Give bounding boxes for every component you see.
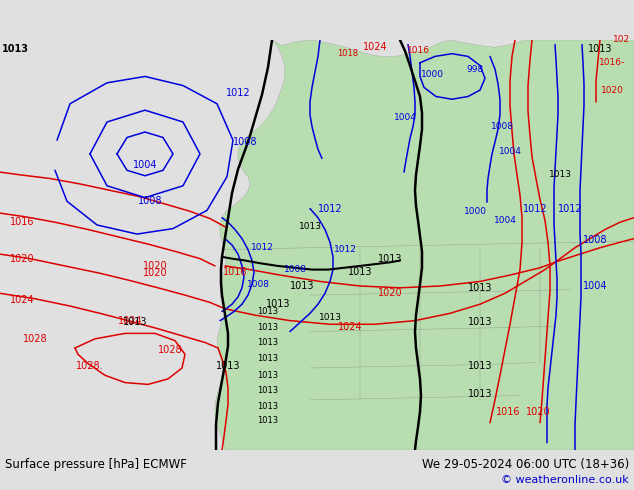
Text: 1004: 1004	[583, 281, 607, 291]
Text: 1004: 1004	[394, 113, 417, 122]
Text: 1020: 1020	[526, 407, 550, 416]
Text: 1013: 1013	[588, 44, 612, 54]
Text: 1013: 1013	[1, 44, 29, 54]
Text: 1028: 1028	[23, 334, 48, 344]
Text: 1012: 1012	[558, 203, 582, 214]
Text: 1000: 1000	[463, 207, 486, 216]
Text: 1016: 1016	[496, 407, 521, 416]
Text: 1020: 1020	[10, 254, 34, 264]
Text: 1013: 1013	[468, 318, 492, 327]
Text: 1016: 1016	[406, 47, 429, 55]
Text: 1008: 1008	[583, 235, 607, 245]
Text: 1013: 1013	[257, 402, 278, 411]
Text: 1028: 1028	[158, 345, 183, 355]
Text: 1013: 1013	[257, 416, 278, 425]
Text: 1016-: 1016-	[599, 58, 625, 67]
Text: 998: 998	[467, 65, 484, 74]
Text: 1024: 1024	[338, 322, 362, 332]
Text: 1013: 1013	[266, 299, 290, 309]
Text: 1013: 1013	[348, 268, 372, 277]
Text: 1020: 1020	[143, 268, 167, 278]
Text: 1013: 1013	[468, 389, 492, 398]
Text: 1013: 1013	[378, 254, 402, 264]
Text: 1012: 1012	[333, 245, 356, 254]
Text: Surface pressure [hPa] ECMWF: Surface pressure [hPa] ECMWF	[5, 458, 187, 470]
Text: 1012: 1012	[250, 243, 273, 252]
Text: 1013: 1013	[257, 338, 278, 347]
Text: 1013: 1013	[257, 386, 278, 395]
Text: 1008: 1008	[283, 265, 306, 274]
Text: 1016: 1016	[223, 268, 247, 277]
Text: 1013: 1013	[257, 307, 278, 316]
Text: 1012: 1012	[522, 203, 547, 214]
Text: 1016: 1016	[10, 217, 34, 227]
Text: 1013: 1013	[318, 314, 342, 322]
Text: 1013: 1013	[257, 371, 278, 380]
Text: 1020: 1020	[143, 261, 167, 271]
Text: 1008: 1008	[138, 196, 162, 206]
Text: 1024: 1024	[363, 42, 387, 52]
Text: 1013: 1013	[290, 281, 314, 291]
Text: 1028.: 1028.	[76, 361, 104, 371]
Text: 1020: 1020	[378, 288, 403, 298]
Text: 1013: 1013	[299, 222, 321, 231]
Text: 1013: 1013	[216, 361, 240, 371]
Text: 1008: 1008	[233, 137, 257, 147]
Text: 102: 102	[614, 35, 631, 45]
Text: 1024: 1024	[10, 294, 34, 305]
Text: We 29-05-2024 06:00 UTC (18+36): We 29-05-2024 06:00 UTC (18+36)	[422, 458, 629, 470]
Text: 1013: 1013	[468, 361, 492, 371]
Text: 1024: 1024	[118, 316, 142, 326]
Text: 1004: 1004	[498, 147, 521, 156]
Text: 1013: 1013	[548, 171, 571, 179]
Text: 1004: 1004	[133, 160, 157, 170]
Text: 1013: 1013	[123, 318, 147, 327]
Text: 1020: 1020	[600, 86, 623, 95]
Text: 1008: 1008	[247, 280, 269, 289]
Text: 1012: 1012	[318, 203, 342, 214]
Text: 1000: 1000	[420, 70, 444, 79]
Text: 1018: 1018	[337, 49, 359, 58]
Text: 1012: 1012	[226, 88, 250, 98]
Text: 1013: 1013	[257, 354, 278, 364]
Text: 1008: 1008	[491, 122, 514, 131]
Text: 1004: 1004	[493, 216, 517, 225]
Text: 1013: 1013	[257, 322, 278, 332]
Polygon shape	[215, 40, 634, 450]
Text: © weatheronline.co.uk: © weatheronline.co.uk	[501, 475, 629, 485]
Text: 1013: 1013	[468, 283, 492, 293]
